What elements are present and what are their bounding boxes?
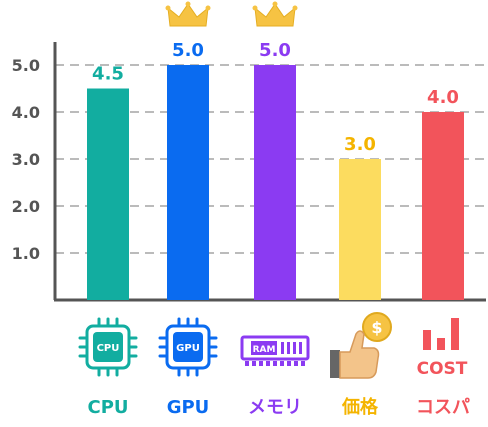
cost-text: COST (417, 359, 468, 379)
cuff (330, 350, 340, 378)
category-label: コスパ (416, 397, 470, 418)
crown-jewel (205, 5, 211, 11)
bar (87, 88, 129, 300)
chip-text: GPU (176, 343, 200, 354)
crown-icon (167, 3, 209, 27)
ram-module-icon: RAM (240, 335, 310, 366)
ram-pin (301, 361, 305, 366)
data-label: 5.0 (172, 40, 204, 61)
ram-text: RAM (253, 345, 276, 355)
cost-bar (423, 330, 431, 350)
coin (362, 312, 392, 342)
thumb-hand (339, 330, 380, 379)
ram-chip (251, 341, 277, 355)
category-label: 価格 (341, 396, 379, 418)
chip-core (93, 332, 123, 362)
gpu-chip-icon: GPU (158, 317, 218, 377)
category-label: GPU (167, 397, 210, 418)
y-tick-label: 2.0 (12, 197, 40, 216)
crown-jewel (292, 5, 298, 11)
chip-text: CPU (97, 343, 120, 354)
ram-cell (281, 342, 284, 354)
crown-jewel (165, 5, 171, 11)
y-tick-label: 3.0 (12, 150, 40, 169)
cpu-chip-icon: CPU (78, 317, 138, 377)
category-label: CPU (87, 397, 128, 418)
data-label: 3.0 (344, 134, 376, 155)
crown-jewel (185, 1, 191, 7)
ram-cell (287, 342, 290, 354)
crown-jewel (272, 1, 278, 7)
category-label: メモリ (248, 397, 302, 418)
data-label: 4.5 (92, 64, 124, 85)
ram-pin (287, 361, 291, 366)
thumbs-up-coin-icon: $ (330, 312, 392, 379)
ram-pin (259, 361, 263, 366)
data-label: 4.0 (427, 87, 459, 108)
bar (254, 65, 296, 300)
ram-pin (294, 361, 298, 366)
coin-symbol: $ (371, 318, 382, 337)
category-labels: CPU GPU メモリ 価格 コスパ (87, 396, 470, 418)
ram-cell (299, 342, 302, 354)
ram-pin (252, 361, 256, 366)
bars: 4.5 5.0 5.0 3.0 4.0 (87, 40, 464, 300)
ram-cell (293, 342, 296, 354)
y-tick-labels: 1.0 2.0 3.0 4.0 5.0 (12, 56, 40, 263)
y-tick-label: 4.0 (12, 103, 40, 122)
crowns (165, 1, 298, 27)
ram-pin (245, 361, 249, 366)
crown-jewel (252, 5, 258, 11)
cost-bar (451, 318, 459, 350)
data-label: 5.0 (259, 40, 291, 61)
ram-pin (266, 361, 270, 366)
bar (339, 159, 381, 300)
y-tick-label: 1.0 (12, 244, 40, 263)
cost-bars-icon: COST (417, 318, 468, 379)
cost-bar (437, 338, 445, 350)
crown-icon (254, 3, 296, 27)
bar (167, 65, 209, 300)
ram-pin (273, 361, 277, 366)
chip-core (173, 332, 203, 362)
bar (422, 112, 464, 300)
ram-pin (280, 361, 284, 366)
y-tick-label: 5.0 (12, 56, 40, 75)
